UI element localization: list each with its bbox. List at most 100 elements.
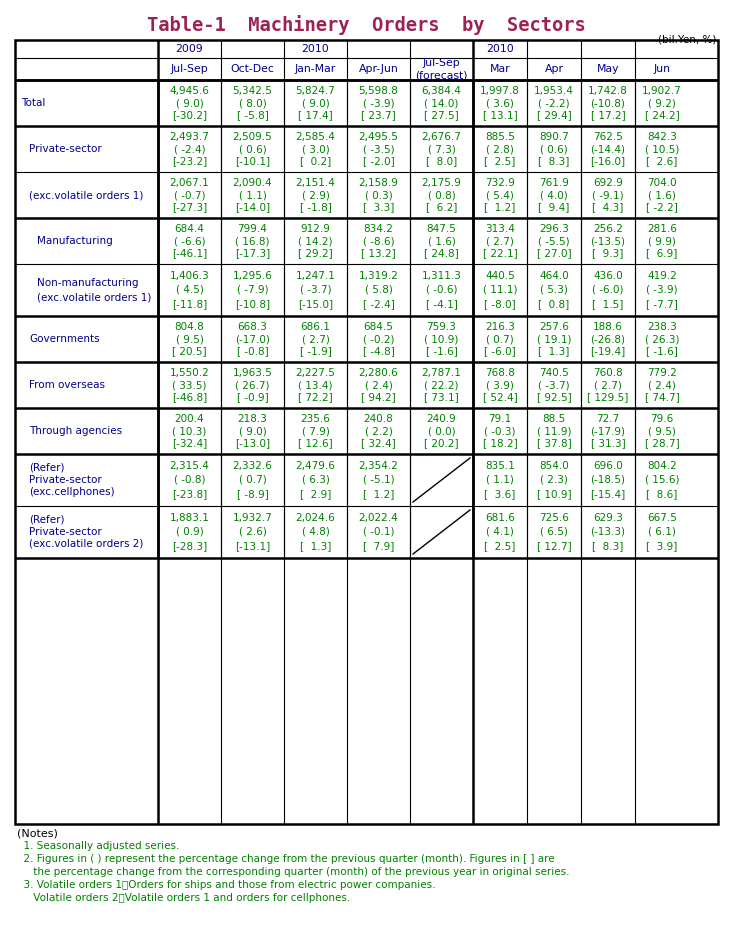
Text: 2,676.7: 2,676.7: [421, 132, 461, 141]
Text: ( 5.4): ( 5.4): [486, 190, 514, 200]
Text: ( 2.8): ( 2.8): [486, 144, 514, 154]
Text: ( 9.0): ( 9.0): [239, 426, 266, 436]
Text: ( 15.6): ( 15.6): [645, 475, 679, 485]
Text: ( -0.7): ( -0.7): [174, 190, 205, 200]
Text: [ 22.1]: [ 22.1]: [483, 248, 518, 258]
Text: 684.4: 684.4: [174, 224, 204, 234]
Text: 667.5: 667.5: [647, 513, 677, 523]
Text: [ 24.8]: [ 24.8]: [424, 248, 459, 258]
Text: 684.5: 684.5: [364, 322, 393, 331]
Text: Governments: Governments: [29, 334, 99, 344]
Text: 1,311.3: 1,311.3: [421, 271, 461, 281]
Text: 2,585.4: 2,585.4: [296, 132, 336, 141]
Text: 1,550.2: 1,550.2: [169, 368, 210, 377]
Text: ( -0.1): ( -0.1): [363, 527, 394, 537]
Text: ( 4.8): ( 4.8): [301, 527, 329, 537]
Text: 235.6: 235.6: [301, 414, 331, 424]
Text: 464.0: 464.0: [539, 271, 569, 281]
Text: 1,295.6: 1,295.6: [233, 271, 272, 281]
Text: (-10.8): (-10.8): [591, 98, 626, 108]
Text: (exc.volatile orders 2): (exc.volatile orders 2): [29, 539, 143, 549]
Text: [  2.6]: [ 2.6]: [646, 156, 677, 167]
Text: [  1.2]: [ 1.2]: [484, 202, 515, 212]
Text: 854.0: 854.0: [539, 461, 569, 471]
Text: 1,963.5: 1,963.5: [233, 368, 272, 377]
Text: ( 14.2): ( 14.2): [299, 236, 333, 246]
Text: ( 11.9): ( 11.9): [537, 426, 572, 436]
Text: ( 4.0): ( 4.0): [540, 190, 568, 200]
Text: ( 10.3): ( 10.3): [172, 426, 207, 436]
Text: Volatile orders 2：Volatile orders 1 and orders for cellphones.: Volatile orders 2：Volatile orders 1 and …: [17, 893, 350, 903]
Text: ( 0.6): ( 0.6): [239, 144, 266, 154]
Text: 419.2: 419.2: [647, 271, 677, 281]
Text: ( 3.9): ( 3.9): [486, 380, 514, 390]
Text: [ 29.4]: [ 29.4]: [537, 110, 572, 121]
Text: Apr-Jun: Apr-Jun: [358, 64, 399, 74]
Text: 3. Volatile orders 1：Orders for ships and those from electric power companies.: 3. Volatile orders 1：Orders for ships an…: [17, 880, 436, 890]
Text: 1,319.2: 1,319.2: [358, 271, 399, 281]
Text: [ 13.1]: [ 13.1]: [483, 110, 518, 121]
Text: 2,479.6: 2,479.6: [296, 461, 336, 471]
Text: ( -0.2): ( -0.2): [363, 334, 394, 344]
Text: [-23.8]: [-23.8]: [172, 489, 207, 499]
Text: 2,509.5: 2,509.5: [233, 132, 272, 141]
Text: 2009: 2009: [176, 44, 204, 54]
Text: 6,384.4: 6,384.4: [421, 85, 461, 95]
Text: ( -5.5): ( -5.5): [538, 236, 570, 246]
Text: ( 9.5): ( 9.5): [175, 334, 204, 344]
Text: ( -3.7): ( -3.7): [300, 285, 331, 295]
Text: [  1.3]: [ 1.3]: [300, 541, 331, 551]
Text: (-13.5): (-13.5): [591, 236, 626, 246]
Text: 2,280.6: 2,280.6: [358, 368, 399, 377]
Text: 799.4: 799.4: [237, 224, 267, 234]
Text: ( 7.9): ( 7.9): [301, 426, 329, 436]
Text: ( 9.0): ( 9.0): [176, 98, 204, 108]
Text: [-11.8]: [-11.8]: [172, 299, 207, 309]
Text: [ 12.6]: [ 12.6]: [298, 438, 333, 448]
Text: [ 129.5]: [ 129.5]: [588, 392, 629, 402]
Text: ( 6.1): ( 6.1): [648, 527, 676, 537]
Text: [  8.3]: [ 8.3]: [592, 541, 623, 551]
Text: [  8.6]: [ 8.6]: [646, 489, 677, 499]
Text: ( 2.4): ( 2.4): [648, 380, 676, 390]
Text: [-32.4]: [-32.4]: [172, 438, 207, 448]
Text: ( 3.0): ( 3.0): [301, 144, 329, 154]
Text: Apr: Apr: [545, 64, 564, 74]
Text: 2,158.9: 2,158.9: [358, 178, 399, 187]
Text: [ -4.8]: [ -4.8]: [363, 346, 394, 357]
Text: [-46.1]: [-46.1]: [172, 248, 207, 258]
Text: [ 20.2]: [ 20.2]: [424, 438, 459, 448]
Text: Non-manufacturing: Non-manufacturing: [37, 278, 139, 288]
Text: 2,090.4: 2,090.4: [233, 178, 272, 187]
Text: 761.9: 761.9: [539, 178, 569, 187]
Text: ( -3.9): ( -3.9): [363, 98, 394, 108]
Text: Jul-Sep: Jul-Sep: [171, 64, 208, 74]
Text: ( 6.5): ( 6.5): [540, 527, 568, 537]
Text: ( 14.0): ( 14.0): [424, 98, 458, 108]
Text: [ 94.2]: [ 94.2]: [361, 392, 396, 402]
Text: ( 4.1): ( 4.1): [486, 527, 514, 537]
Text: ( 9.5): ( 9.5): [648, 426, 676, 436]
Text: [ 31.3]: [ 31.3]: [591, 438, 626, 448]
Text: [  0.8]: [ 0.8]: [539, 299, 569, 309]
Text: [  9.4]: [ 9.4]: [538, 202, 569, 212]
Text: [ 74.7]: [ 74.7]: [645, 392, 680, 402]
Text: [ 18.2]: [ 18.2]: [483, 438, 518, 448]
Text: 1,883.1: 1,883.1: [169, 513, 210, 523]
Text: (-26.8): (-26.8): [591, 334, 626, 344]
Text: 759.3: 759.3: [426, 322, 456, 331]
Text: 436.0: 436.0: [593, 271, 623, 281]
Text: [ -8.9]: [ -8.9]: [237, 489, 269, 499]
Text: ( -7.9): ( -7.9): [237, 285, 269, 295]
Text: ( 7.3): ( 7.3): [428, 144, 456, 154]
Text: 725.6: 725.6: [539, 513, 569, 523]
Text: [  2.9]: [ 2.9]: [300, 489, 331, 499]
Text: Private-sector: Private-sector: [29, 144, 101, 154]
Text: ( 22.2): ( 22.2): [424, 380, 458, 390]
Text: Private-sector: Private-sector: [29, 475, 101, 485]
Text: ( -3.9): ( -3.9): [646, 285, 678, 295]
Text: 1,932.7: 1,932.7: [233, 513, 272, 523]
Text: ( -6.6): ( -6.6): [174, 236, 205, 246]
Text: [  3.3]: [ 3.3]: [363, 202, 394, 212]
Text: Through agencies: Through agencies: [29, 426, 122, 436]
